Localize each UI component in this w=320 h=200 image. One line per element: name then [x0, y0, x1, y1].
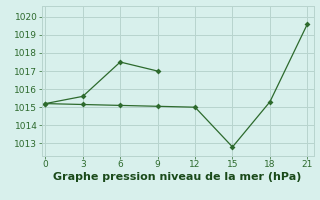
X-axis label: Graphe pression niveau de la mer (hPa): Graphe pression niveau de la mer (hPa) [53, 172, 302, 182]
